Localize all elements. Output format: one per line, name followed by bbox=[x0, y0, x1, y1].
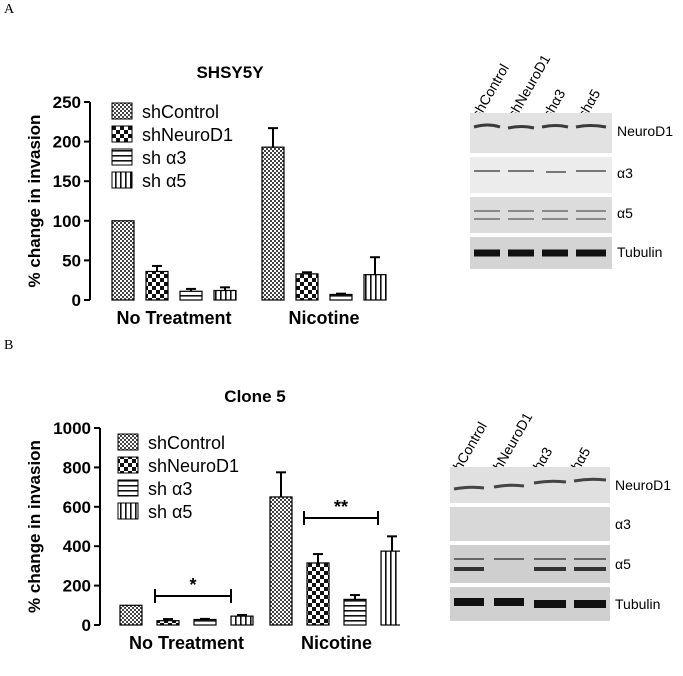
y-tick-label: 250 bbox=[53, 93, 81, 112]
bar bbox=[213, 289, 237, 301]
y-tick-label: 200 bbox=[63, 577, 91, 596]
legend-swatch bbox=[117, 502, 139, 520]
legend-label: shNeuroD1 bbox=[148, 456, 239, 476]
y-axis-label: % change in invasion bbox=[25, 440, 44, 613]
legend-swatch bbox=[117, 479, 139, 497]
blot-strip-alpha5 bbox=[450, 545, 610, 583]
blot-strip-alpha3 bbox=[470, 157, 612, 193]
y-tick-label: 200 bbox=[53, 133, 81, 152]
x-category-label: No Treatment bbox=[129, 633, 244, 653]
chart-shsy5y: SHSY5Y 0 50 100 150 200 250 % change in invasio… bbox=[25, 63, 387, 328]
x-category-label: Nicotine bbox=[288, 308, 359, 328]
blot-strip-neurod1 bbox=[470, 113, 612, 153]
legend-label: shControl bbox=[142, 102, 219, 122]
bar bbox=[380, 550, 400, 626]
legend-swatch bbox=[111, 171, 133, 189]
legend-label: sh α5 bbox=[142, 171, 186, 191]
y-tick-label: 600 bbox=[63, 498, 91, 517]
band-label: Tubulin bbox=[617, 244, 663, 260]
y-tick-label: 0 bbox=[82, 616, 91, 635]
bar bbox=[343, 598, 367, 626]
blot-strip-alpha3 bbox=[450, 507, 610, 541]
band-label: α3 bbox=[617, 165, 633, 181]
chart-clone5: Clone 5 0 200 400 600 800 1000 % change in inva… bbox=[25, 387, 400, 653]
legend-swatch bbox=[117, 433, 139, 451]
chart-title: SHSY5Y bbox=[196, 63, 264, 82]
bar bbox=[295, 273, 319, 301]
panel-letter-b: B bbox=[4, 338, 14, 353]
bar bbox=[145, 270, 169, 301]
legend-label: sh α3 bbox=[142, 148, 186, 168]
y-tick-label: 0 bbox=[72, 291, 81, 310]
significance-marker: ** bbox=[334, 497, 348, 517]
x-category-label: Nicotine bbox=[301, 633, 372, 653]
significance-marker: * bbox=[189, 575, 196, 595]
bar bbox=[329, 293, 353, 301]
bar bbox=[111, 220, 135, 301]
legend-label: sh α3 bbox=[148, 479, 192, 499]
x-category-label: No Treatment bbox=[116, 308, 231, 328]
legend-label: shControl bbox=[148, 433, 225, 453]
legend-label: sh α5 bbox=[148, 502, 192, 522]
blot-strip-tubulin bbox=[450, 587, 610, 621]
bar bbox=[261, 146, 285, 301]
bar bbox=[119, 604, 143, 626]
legend-swatch bbox=[111, 148, 133, 166]
panel-letter-a: A bbox=[4, 2, 15, 17]
chart-title: Clone 5 bbox=[224, 387, 285, 406]
blot-strip-tubulin bbox=[470, 237, 612, 269]
band-label: α5 bbox=[617, 205, 633, 221]
band-label: NeuroD1 bbox=[617, 123, 674, 139]
y-tick-label: 1000 bbox=[53, 419, 91, 438]
western-blot-a: shControl shNeuroD1 shα3 shα5 NeuroD1 α3… bbox=[468, 10, 680, 270]
blot-strip-neurod1 bbox=[450, 467, 610, 503]
legend-swatch bbox=[111, 125, 133, 143]
legend-label: shNeuroD1 bbox=[142, 125, 233, 145]
y-tick-label: 50 bbox=[62, 251, 81, 270]
bar bbox=[179, 290, 203, 301]
y-axis-label: % change in invasion bbox=[25, 115, 44, 288]
y-tick-label: 800 bbox=[63, 458, 91, 477]
bar bbox=[193, 618, 217, 626]
y-tick-label: 100 bbox=[53, 212, 81, 231]
bar bbox=[306, 562, 330, 626]
bar bbox=[156, 620, 180, 626]
bar bbox=[363, 274, 387, 301]
bar bbox=[230, 615, 254, 626]
blot-strip-alpha5 bbox=[470, 197, 612, 233]
y-tick-label: 400 bbox=[63, 537, 91, 556]
legend-swatch bbox=[117, 456, 139, 474]
band-label: α5 bbox=[615, 556, 631, 572]
band-label: NeuroD1 bbox=[615, 477, 672, 493]
band-label: Tubulin bbox=[615, 596, 661, 612]
y-tick-label: 150 bbox=[53, 172, 81, 191]
western-blot-b: shControl shNeuroD1 shα3 shα5 NeuroD1 α3… bbox=[440, 375, 683, 625]
band-label: α3 bbox=[615, 516, 631, 532]
legend-swatch bbox=[111, 102, 133, 120]
bar bbox=[269, 496, 293, 626]
